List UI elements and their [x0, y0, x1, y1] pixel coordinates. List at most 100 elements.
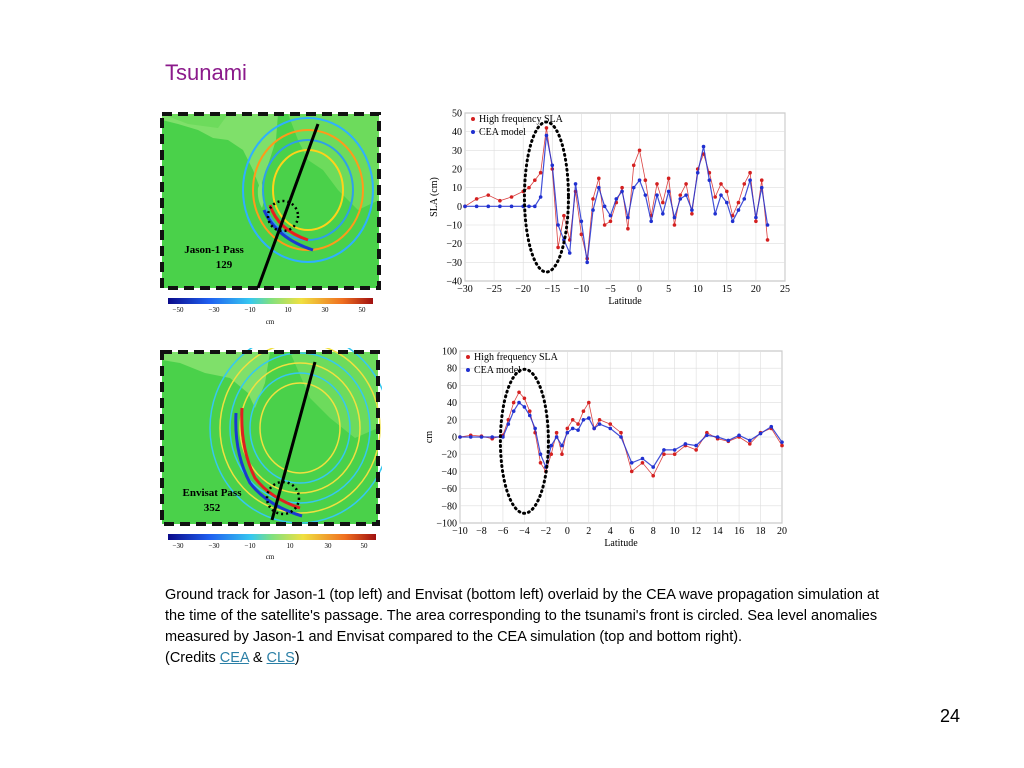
data-point-high-frequency-sla: [591, 197, 595, 201]
data-point-cea-model: [705, 433, 709, 438]
x-tick-label: 6: [629, 526, 634, 537]
x-tick-label: 20: [777, 526, 787, 537]
legend-label: CEA model: [474, 365, 521, 376]
x-tick-label: −25: [486, 284, 502, 295]
data-point-cea-model: [662, 448, 666, 452]
data-point-cea-model: [649, 219, 653, 224]
data-point-high-frequency-sla: [705, 430, 709, 435]
map2-cb-tick: −30: [173, 542, 184, 550]
x-tick-label: 10: [670, 526, 680, 537]
data-point-high-frequency-sla: [748, 442, 752, 446]
x-tick-label: 8: [651, 526, 656, 537]
data-point-cea-model: [511, 409, 516, 413]
data-point-cea-model: [538, 452, 543, 456]
data-point-high-frequency-sla: [509, 195, 514, 199]
data-point-high-frequency-sla: [748, 170, 752, 175]
data-point-high-frequency-sla: [527, 409, 532, 413]
data-point-high-frequency-sla: [672, 452, 677, 456]
y-tick-label: −100: [436, 519, 457, 530]
legend-marker: [466, 355, 470, 359]
x-tick-label: 0: [565, 526, 570, 537]
data-point-high-frequency-sla: [694, 448, 698, 452]
map2-label-line2: 352: [204, 502, 221, 514]
data-point-high-frequency-sla: [570, 418, 575, 422]
data-point-cea-model: [736, 208, 741, 212]
data-point-cea-model: [567, 251, 572, 255]
data-point-high-frequency-sla: [759, 178, 764, 182]
data-point-cea-model: [769, 424, 774, 429]
data-point-high-frequency-sla: [587, 400, 591, 405]
y-tick-label: 0: [457, 202, 462, 213]
data-point-high-frequency-sla: [684, 182, 688, 186]
data-point-cea-model: [629, 461, 634, 465]
data-point-high-frequency-sla: [754, 219, 758, 224]
data-point-cea-model: [522, 405, 527, 409]
x-axis-label: Latitude: [608, 296, 642, 307]
data-point-cea-model: [527, 413, 532, 418]
x-tick-label: 20: [751, 284, 761, 295]
data-point-cea-model: [726, 438, 731, 443]
data-point-cea-model: [501, 435, 505, 439]
data-point-high-frequency-sla: [554, 430, 559, 435]
x-tick-label: −15: [544, 284, 560, 295]
data-point-high-frequency-sla: [666, 176, 671, 181]
y-tick-label: −40: [446, 277, 462, 288]
data-point-cea-model: [560, 443, 564, 448]
legend-label: High frequency SLA: [474, 352, 559, 363]
data-point-cea-model: [694, 443, 698, 448]
data-point-high-frequency-sla: [608, 219, 613, 224]
map1-cb-tick: −10: [245, 306, 256, 314]
y-tick-label: 0: [452, 433, 457, 444]
credits-prefix: (Credits: [165, 650, 220, 666]
data-point-high-frequency-sla: [713, 195, 717, 199]
cea-credit-link[interactable]: CEA: [219, 650, 249, 666]
data-point-cea-model: [506, 422, 511, 426]
data-point-cea-model: [474, 204, 479, 209]
data-point-cea-model: [643, 193, 648, 197]
data-point-cea-model: [730, 219, 735, 224]
x-tick-label: −4: [519, 526, 530, 537]
envisat-sla-chart: −10 −8 −6 −4 −2 0 2 4 6 8 10 12 14 16 18 20−100−80−60−4…: [424, 347, 787, 550]
data-point-cea-model: [509, 204, 514, 209]
x-tick-label: 4: [608, 526, 613, 537]
data-point-cea-model: [759, 185, 764, 190]
data-point-high-frequency-sla: [637, 148, 642, 153]
data-point-cea-model: [707, 178, 712, 182]
data-point-cea-model: [614, 197, 619, 201]
data-point-high-frequency-sla: [498, 198, 502, 203]
data-point-cea-model: [683, 442, 688, 446]
data-point-cea-model: [701, 144, 706, 149]
data-point-cea-model: [780, 440, 784, 444]
data-point-cea-model: [719, 193, 723, 197]
data-point-cea-model: [585, 260, 589, 265]
slide-title: Tsunami: [165, 60, 247, 85]
data-point-cea-model: [587, 416, 591, 420]
data-point-cea-model: [631, 185, 636, 190]
x-tick-label: 16: [734, 526, 744, 537]
page-number: 24: [940, 706, 961, 726]
y-axis-label: SLA (cm): [429, 177, 440, 217]
x-tick-label: 10: [693, 284, 703, 295]
y-tick-label: 80: [447, 364, 457, 375]
data-point-cea-model: [655, 193, 659, 197]
map1-label-line1: Jason-1 Pass: [184, 244, 244, 256]
legend-label: CEA model: [479, 127, 526, 138]
caption-text: Ground track for Jason-1 (top left) and …: [165, 587, 880, 645]
map1-label-line2: 129: [216, 259, 233, 271]
map2-cb-tick: 50: [361, 542, 369, 550]
x-tick-label: 14: [713, 526, 723, 537]
data-point-cea-model: [620, 189, 624, 194]
x-tick-label: −8: [476, 526, 487, 537]
data-point-cea-model: [570, 426, 575, 431]
credits-suffix: ): [294, 650, 300, 666]
data-point-high-frequency-sla: [742, 182, 747, 186]
data-point-high-frequency-sla: [631, 163, 636, 168]
cls-credit-link[interactable]: CLS: [266, 650, 295, 666]
data-point-high-frequency-sla: [486, 193, 491, 197]
data-point-cea-model: [550, 163, 555, 168]
data-point-high-frequency-sla: [626, 226, 630, 231]
x-axis-label: Latitude: [604, 538, 638, 549]
data-point-high-frequency-sla: [597, 176, 601, 181]
data-point-cea-model: [517, 400, 521, 405]
x-tick-label: −20: [515, 284, 531, 295]
